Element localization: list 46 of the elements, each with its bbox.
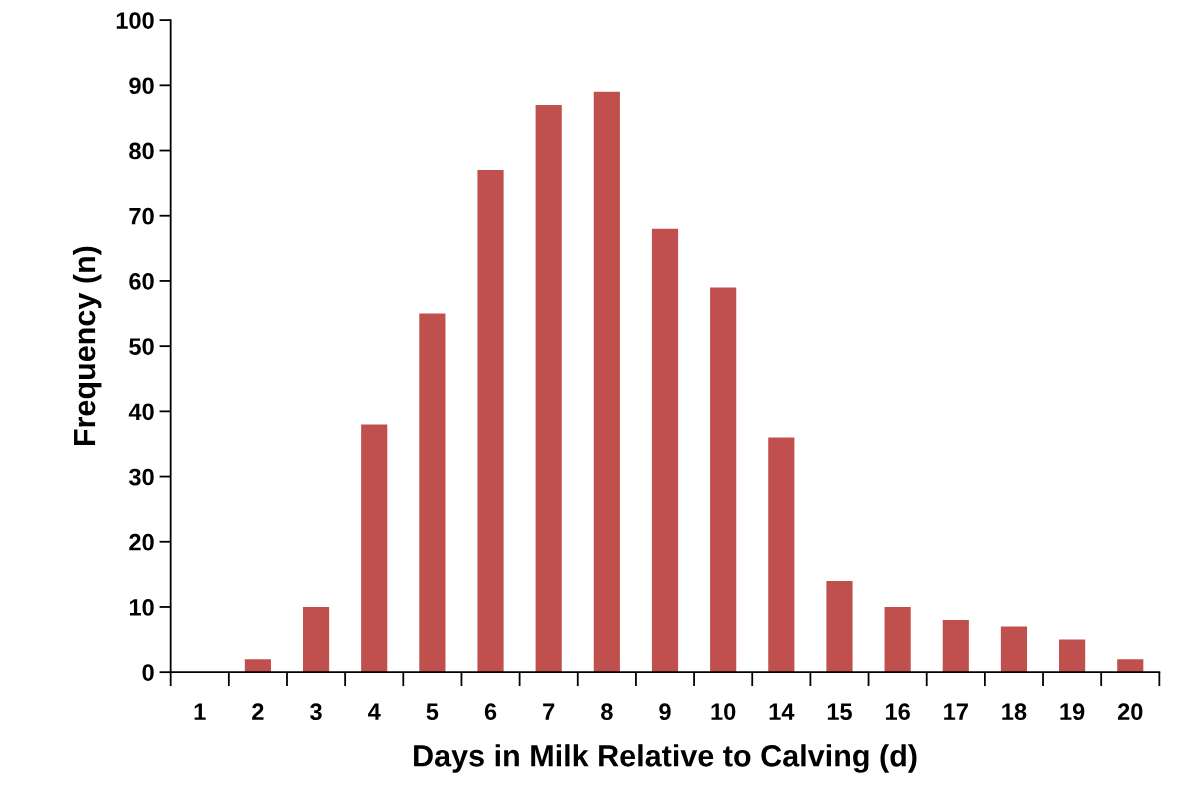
x-tick-label: 8: [601, 703, 613, 721]
y-axis-title: Frequency (n): [72, 246, 102, 446]
x-tick-label: 14: [769, 703, 795, 720]
bar: [884, 606, 911, 673]
y-tick-label: 40: [128, 403, 154, 421]
x-tick-label: 19: [1060, 703, 1085, 721]
y-tick-label: 10: [129, 599, 154, 616]
y-tick-label: 0: [142, 664, 154, 681]
x-tick-label: 18: [1002, 703, 1027, 721]
bar: [1000, 626, 1028, 673]
y-tick-label: 100: [116, 12, 154, 29]
x-tick-label: 16: [885, 703, 910, 721]
bar: [1059, 639, 1086, 673]
bar: [535, 104, 562, 673]
bar: [361, 424, 388, 673]
x-tick-label: 2: [252, 703, 264, 720]
x-tick-label: 10: [711, 703, 736, 721]
bar: [244, 659, 271, 673]
x-tick-label: 17: [944, 703, 968, 720]
y-tick-label: 20: [129, 533, 154, 551]
bar: [710, 287, 737, 673]
x-tick-label: 4: [368, 703, 381, 720]
y-tick-label: 80: [129, 142, 154, 160]
y-tick-label: 70: [129, 207, 154, 225]
x-tick-label: 6: [484, 703, 497, 721]
y-tick-label: 90: [129, 77, 154, 95]
y-tick-label: 60: [129, 273, 154, 290]
bar: [1117, 659, 1144, 673]
bar: [419, 313, 446, 673]
bar: [942, 620, 969, 673]
x-tick-label: 1: [194, 703, 206, 720]
bar: [593, 91, 620, 673]
x-tick-label: 3: [310, 703, 322, 721]
bar: [651, 228, 679, 673]
bar: [302, 606, 330, 673]
x-tick-label: 9: [659, 703, 671, 721]
x-tick-label: 20: [1117, 703, 1143, 721]
bar: [826, 580, 853, 673]
x-tick-label: 5: [426, 703, 439, 721]
bar: [477, 170, 504, 673]
x-tick-label: 7: [543, 703, 555, 720]
x-tick-label: 15: [827, 703, 852, 721]
x-axis-title: Days in Milk Relative to Calving (d): [414, 744, 917, 773]
y-tick-label: 30: [128, 468, 154, 486]
bar: [768, 437, 795, 673]
y-tick-label: 50: [129, 338, 154, 355]
